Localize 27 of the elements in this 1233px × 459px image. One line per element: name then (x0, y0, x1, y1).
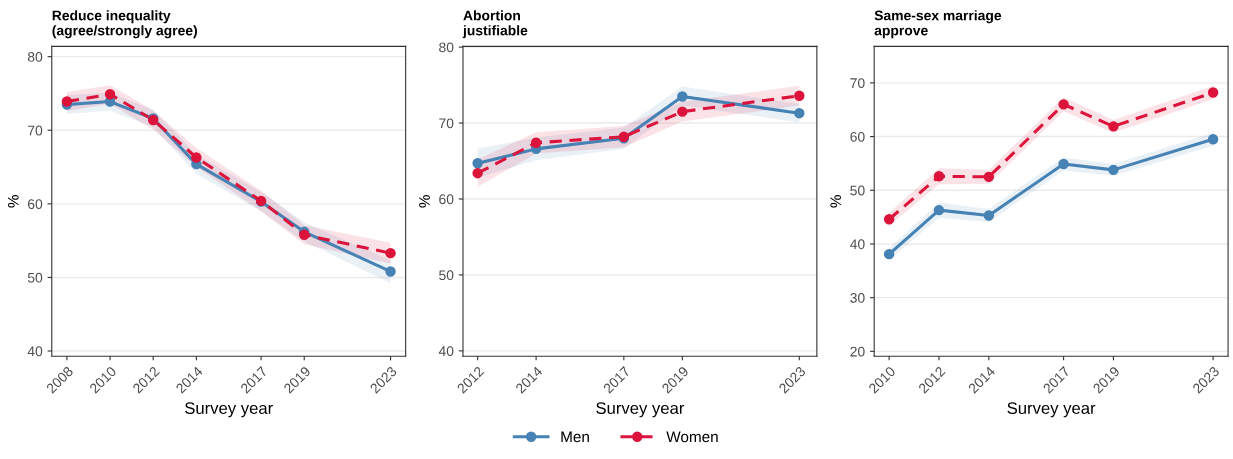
y-axis-title: % (419, 195, 430, 208)
y-tick-label: 70 (28, 125, 43, 136)
y-tick-label: 50 (27, 272, 43, 283)
x-axis-title: Survey year (596, 402, 685, 418)
y-tick-label: 30 (850, 292, 865, 303)
y-tick-label: 60 (850, 131, 865, 142)
legend-label: Men (561, 431, 589, 443)
legend-label: Women (666, 431, 718, 443)
y-axis-title: % (7, 195, 19, 208)
y-tick-label: 60 (439, 194, 454, 205)
y-tick-label: 20 (850, 346, 865, 357)
y-tick-label: 40 (438, 346, 454, 357)
y-tick-label: 50 (439, 270, 454, 281)
y-tick-label: 60 (28, 199, 43, 210)
y-tick-label: 40 (27, 346, 43, 357)
y-tick-label: 80 (439, 42, 454, 53)
y-tick-label: 70 (850, 78, 865, 89)
y-tick-label: 50 (850, 185, 865, 196)
y-axis-title: % (830, 195, 842, 208)
y-tick-label: 40 (850, 239, 865, 250)
chart-title: Abortion justifiable (462, 10, 528, 39)
y-tick-label: 80 (27, 52, 43, 62)
chart-title: Reduce inequality (agree/strongly agree) (52, 10, 197, 39)
chart-title: Same-sex marriage approve (874, 10, 1002, 39)
x-axis-title: Survey year (185, 402, 273, 418)
x-axis-title: Survey year (1007, 402, 1096, 418)
y-tick-label: 70 (439, 118, 454, 129)
